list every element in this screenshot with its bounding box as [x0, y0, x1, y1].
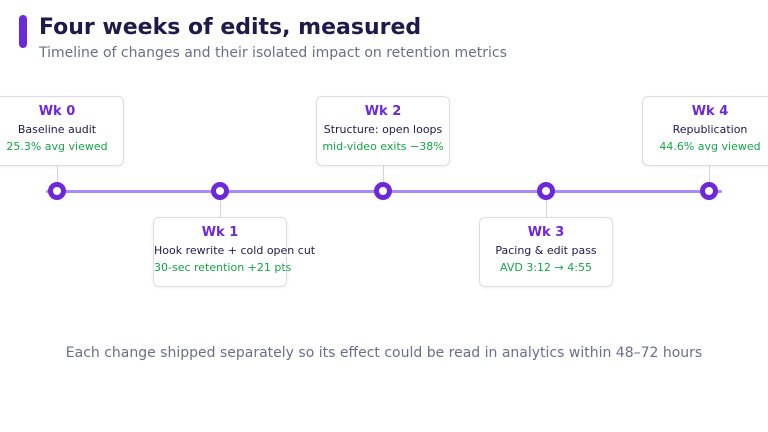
- page-title: Four weeks of edits, measured: [39, 15, 422, 40]
- milestone-node-3: [537, 182, 555, 200]
- page-subtitle: Timeline of changes and their isolated i…: [39, 45, 507, 61]
- milestone-week-label: Wk 4: [691, 104, 729, 119]
- title-accent-bar: [19, 15, 27, 48]
- milestone-card-wk0: Wk 0 Baseline audit 25.3% avg viewed: [0, 96, 124, 166]
- milestone-card-wk2: Wk 2 Structure: open loops mid-video exi…: [316, 96, 450, 166]
- milestone-week-label: Wk 0: [38, 104, 76, 119]
- milestone-description: Structure: open loops: [323, 123, 443, 136]
- milestone-connector-4: [709, 166, 710, 186]
- milestone-description: Pacing & edit pass: [495, 244, 597, 257]
- milestone-week-label: Wk 1: [201, 225, 239, 240]
- milestone-card-wk1: Wk 1 Hook rewrite + cold open cut 30-sec…: [153, 217, 316, 287]
- milestone-connector-0: [57, 166, 58, 186]
- milestone-description: Republication: [672, 123, 748, 136]
- milestone-metric: 25.3% avg viewed: [6, 140, 108, 153]
- milestone-node-4: [700, 182, 718, 200]
- milestone-metric: AVD 3:12 → 4:55: [500, 261, 592, 274]
- milestone-connector-2: [383, 166, 384, 186]
- milestone-connector-3: [546, 197, 547, 217]
- milestone-node-0: [48, 182, 66, 200]
- milestone-week-label: Wk 2: [364, 104, 402, 119]
- milestone-node-2: [374, 182, 392, 200]
- footer-note: Each change shipped separately so its ef…: [65, 345, 703, 361]
- milestone-week-label: Wk 3: [527, 225, 565, 240]
- milestone-connector-1: [220, 197, 221, 217]
- milestone-description: Hook rewrite + cold open cut: [154, 244, 316, 257]
- milestone-metric: mid-video exits −38%: [322, 140, 444, 153]
- milestone-card-wk4: Wk 4 Republication 44.6% avg viewed: [642, 96, 768, 166]
- milestone-metric: 30-sec retention +21 pts: [154, 261, 292, 274]
- milestone-metric: 44.6% avg viewed: [659, 140, 761, 153]
- milestone-description: Baseline audit: [17, 123, 97, 136]
- milestone-node-1: [211, 182, 229, 200]
- milestone-card-wk3: Wk 3 Pacing & edit pass AVD 3:12 → 4:55: [479, 217, 613, 287]
